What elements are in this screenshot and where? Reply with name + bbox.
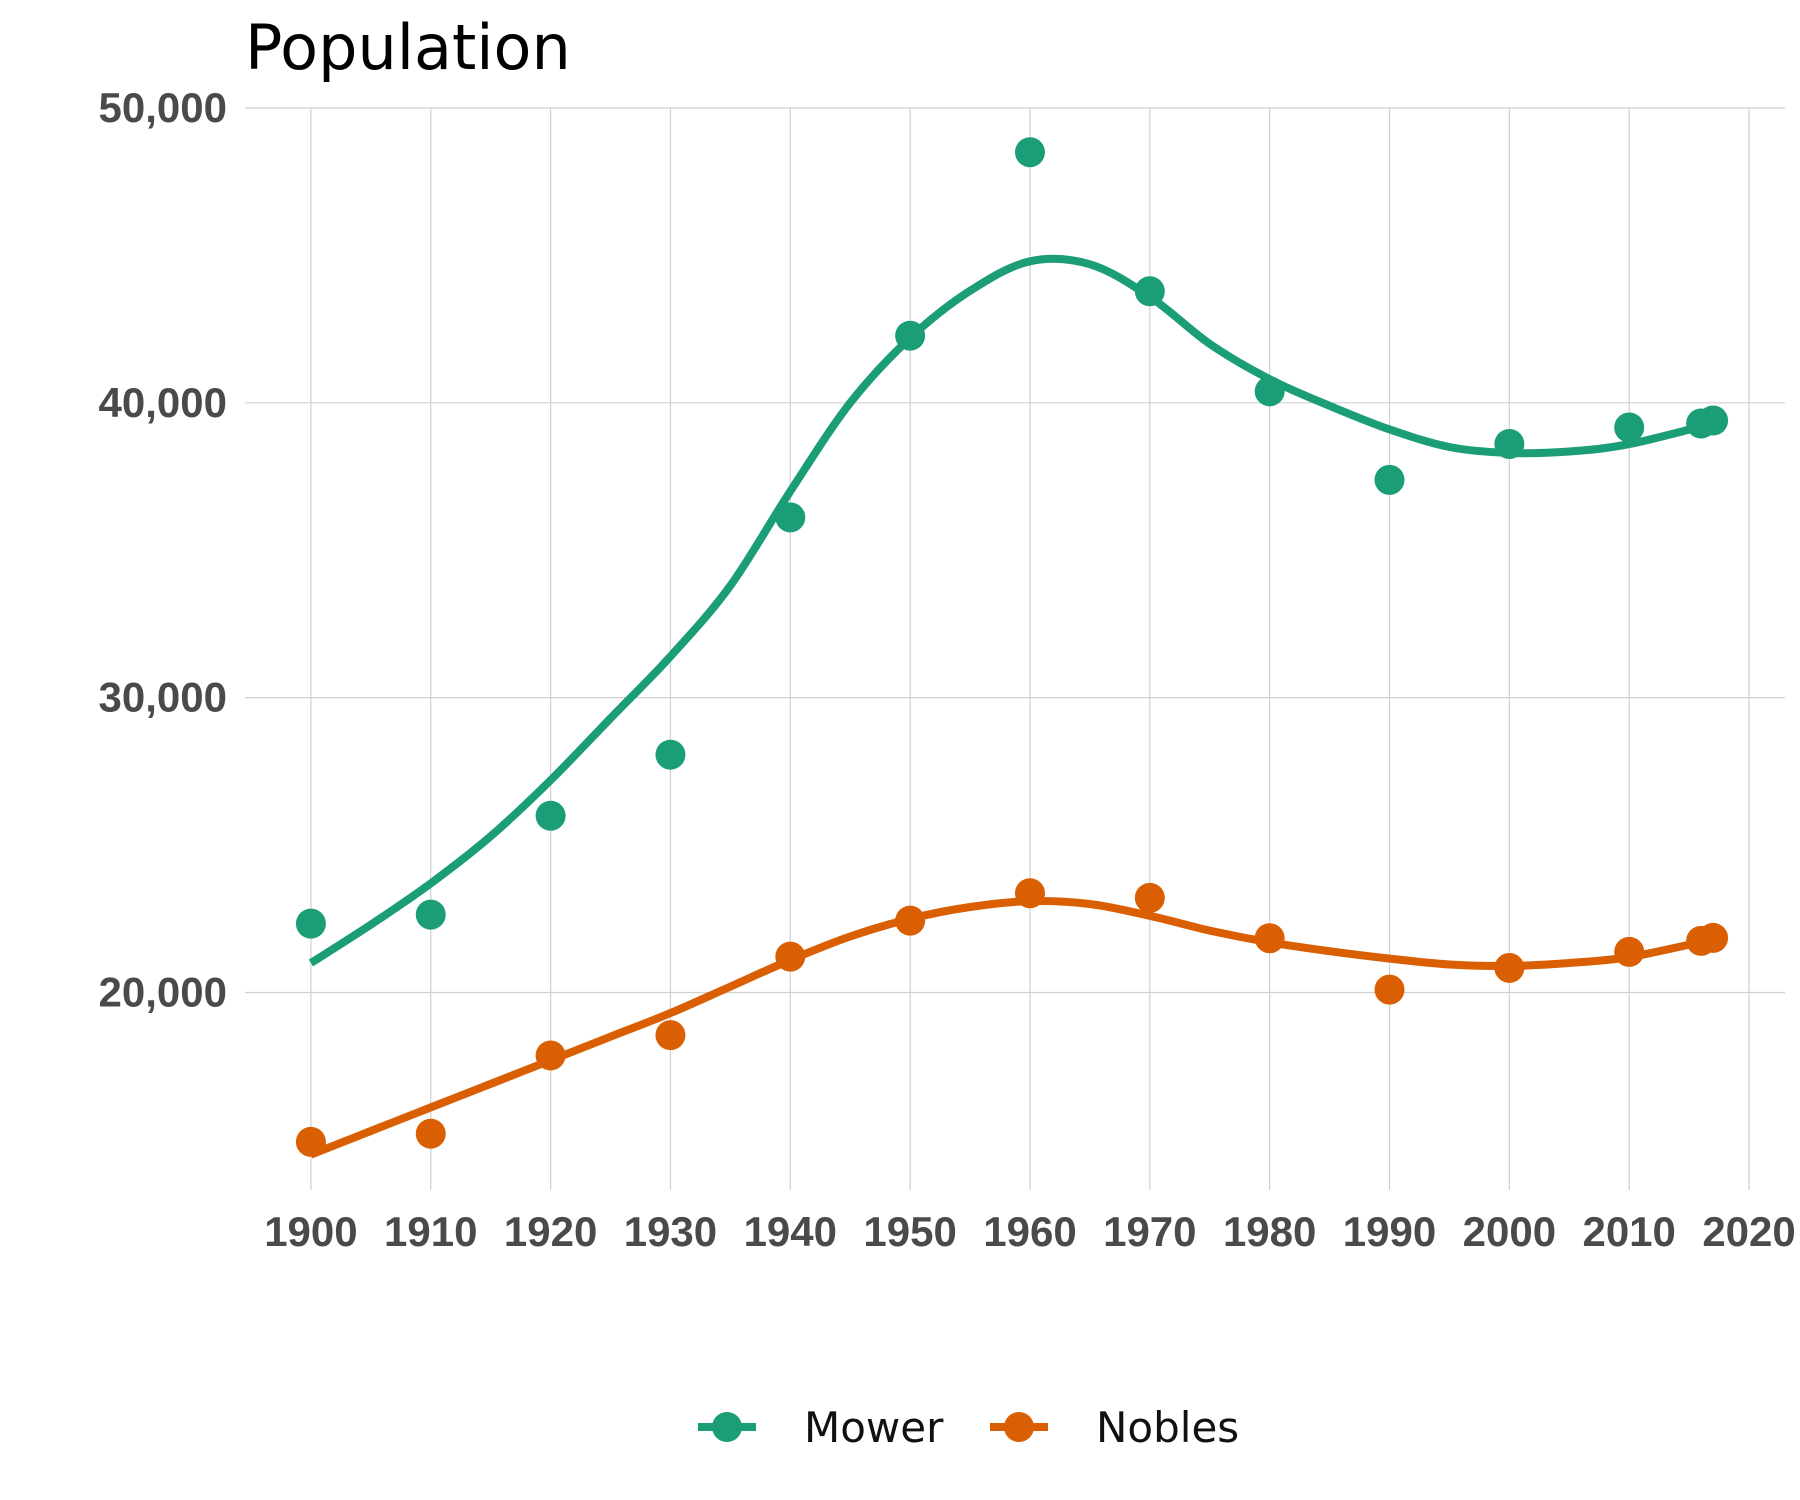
nobles-point-1920 [535, 1040, 566, 1071]
x-tick-label: 1990 [1343, 1208, 1436, 1255]
x-tick-label: 2000 [1463, 1208, 1556, 1255]
grid-lines [245, 107, 1785, 1190]
mower-point-1970 [1134, 276, 1165, 307]
x-tick-label: 1980 [1223, 1208, 1316, 1255]
y-axis-ticks: 20,000 30,000 40,000 50,000 [99, 84, 227, 1015]
nobles-point-2010 [1614, 936, 1645, 967]
nobles-point-1900 [295, 1126, 326, 1157]
mower-point-1910 [415, 899, 446, 930]
legend-key-nobles [990, 1412, 1048, 1442]
mower-point-1900 [295, 908, 326, 939]
legend-label-nobles: Nobles [1096, 1403, 1239, 1452]
nobles-point-2017 [1698, 922, 1729, 953]
legend: Mower Nobles [698, 1403, 1239, 1452]
x-tick-label: 1910 [384, 1208, 477, 1255]
x-tick-label: 2010 [1582, 1208, 1675, 1255]
x-tick-label: 1970 [1103, 1208, 1196, 1255]
mower-point-2017 [1698, 405, 1729, 436]
y-tick-label: 20,000 [99, 968, 227, 1015]
nobles-point-1950 [895, 905, 926, 936]
y-tick-label: 50,000 [99, 84, 227, 131]
x-tick-label: 1920 [504, 1208, 597, 1255]
mower-point-1990 [1374, 464, 1405, 495]
legend-label-mower: Mower [804, 1403, 944, 1452]
x-tick-label: 1950 [863, 1208, 956, 1255]
x-tick-label: 1930 [624, 1208, 717, 1255]
x-tick-label: 1900 [264, 1208, 357, 1255]
mower-point-2010 [1614, 412, 1645, 443]
y-tick-label: 40,000 [99, 379, 227, 426]
mower-point-1950 [895, 320, 926, 351]
nobles-point-2000 [1494, 952, 1525, 983]
x-tick-label: 2020 [1702, 1208, 1795, 1255]
x-tick-label: 1940 [744, 1208, 837, 1255]
nobles-point-1980 [1254, 923, 1285, 954]
nobles-point-1910 [415, 1118, 446, 1149]
mower-point-2000 [1494, 429, 1525, 460]
data-points [295, 137, 1729, 1157]
mower-point-1930 [655, 739, 686, 770]
legend-marker-mower [712, 1412, 742, 1442]
mower-point-1980 [1254, 376, 1285, 407]
x-axis-ticks: 1900 1910 1920 1930 1940 1950 1960 1970 1980 1990… [264, 1208, 1796, 1255]
trend-lines [308, 254, 1715, 1159]
legend-marker-nobles [1004, 1412, 1034, 1442]
chart-title: Population [245, 11, 571, 84]
y-tick-label: 30,000 [99, 674, 227, 721]
x-tick-label: 1960 [983, 1208, 1076, 1255]
nobles-point-1990 [1374, 974, 1405, 1005]
nobles-point-1940 [775, 941, 806, 972]
nobles-trend-line [309, 896, 1714, 1159]
mower-point-1920 [535, 800, 566, 831]
mower-trend-line [308, 254, 1715, 967]
mower-point-1940 [775, 502, 806, 533]
nobles-point-1930 [655, 1020, 686, 1051]
nobles-point-1970 [1134, 882, 1165, 913]
nobles-point-1960 [1014, 878, 1045, 909]
legend-key-mower [698, 1412, 756, 1442]
mower-point-1960 [1014, 137, 1045, 168]
